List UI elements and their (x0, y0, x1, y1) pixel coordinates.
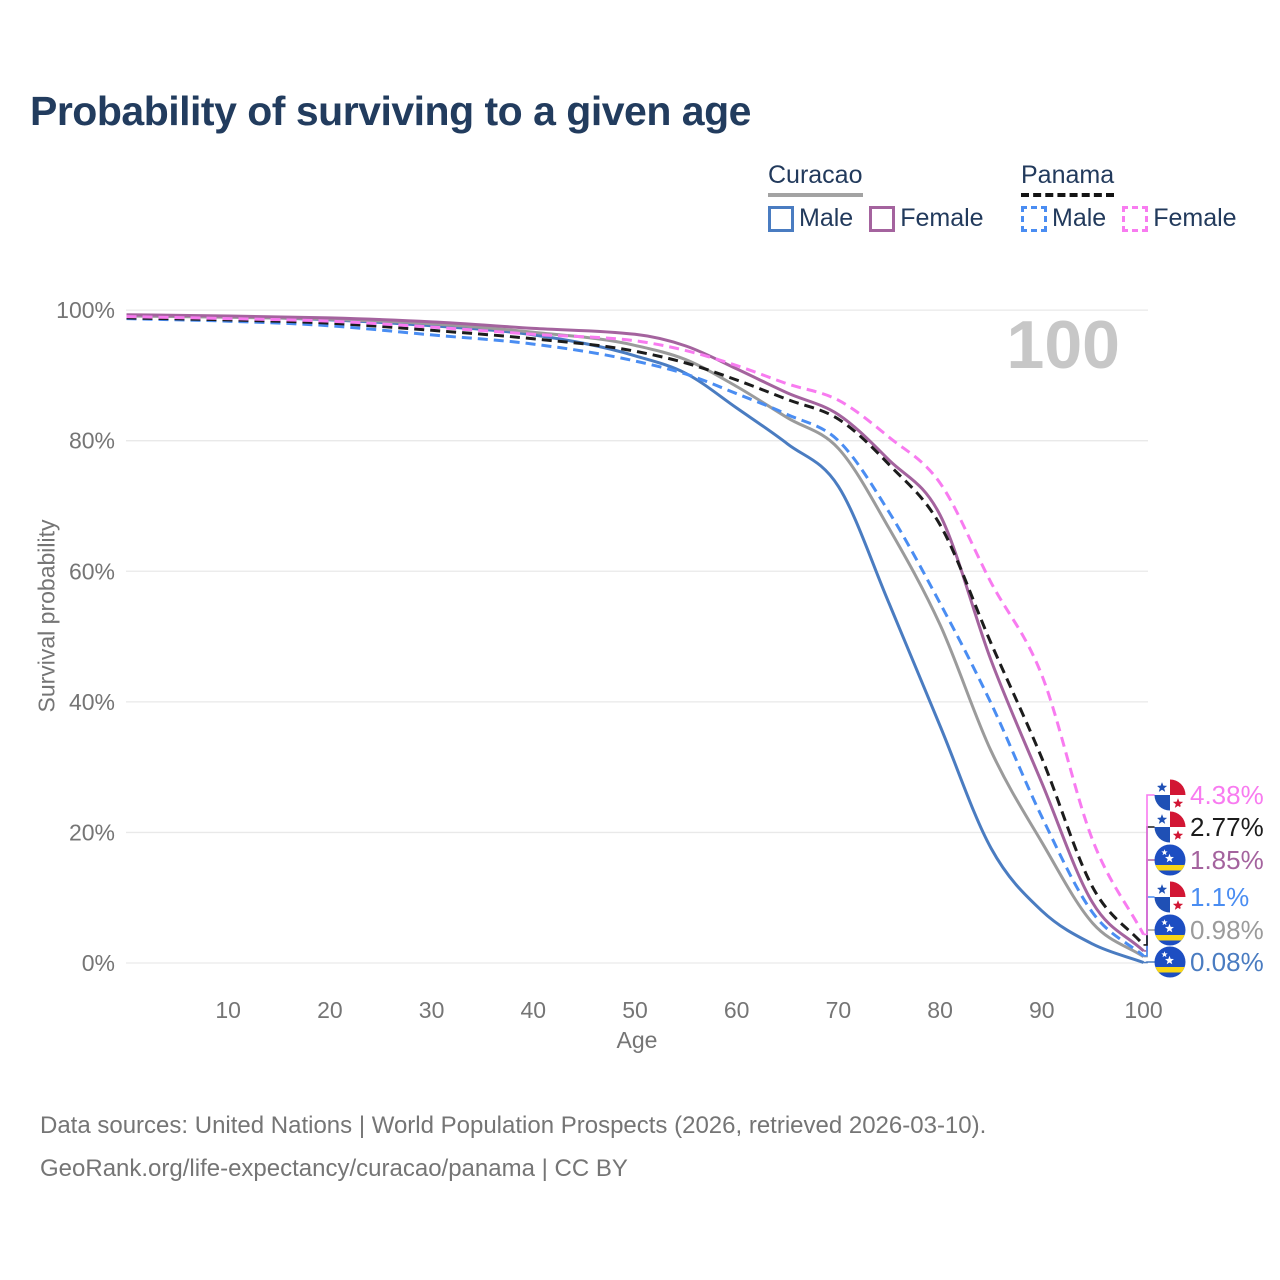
y-tick-label: 0% (82, 950, 115, 976)
x-tick-label: 20 (317, 997, 343, 1023)
y-tick-label: 40% (69, 689, 115, 715)
legend-title-curacao: Curacao (768, 161, 863, 197)
age-watermark: 100 (1007, 307, 1120, 383)
footer-attribution: GeoRank.org/life-expectancy/curacao/pana… (40, 1155, 628, 1182)
legend-label: Male (1052, 204, 1107, 232)
panama-male-swatch-icon (1021, 205, 1047, 232)
legend-item-panama-male[interactable]: Male (1021, 204, 1106, 233)
end-label-curacao-male: 0.08% (1190, 947, 1264, 977)
legend-label: Female (900, 204, 984, 232)
y-tick-label: 80% (69, 428, 115, 454)
y-tick-label: 100% (56, 297, 115, 323)
x-tick-label: 60 (724, 997, 750, 1023)
legend-group-curacao: Curacao Male Female (768, 161, 984, 233)
legend-title-panama: Panama (1021, 161, 1115, 197)
x-tick-label: 10 (215, 997, 241, 1023)
end-connector-curacao-male (1143, 961, 1156, 964)
end-connector-curacao-female (1143, 859, 1156, 952)
x-tick-label: 30 (419, 997, 445, 1023)
end-connector-panama-female (1143, 794, 1156, 936)
page-title: Probability of surviving to a given age (30, 88, 751, 134)
legend-item-panama-female[interactable]: Female (1122, 204, 1237, 233)
x-tick-label: 90 (1029, 997, 1055, 1023)
y-tick-label: 60% (69, 558, 115, 584)
curve-curacao-female[interactable] (126, 313, 1145, 952)
footer-data-sources: Data sources: United Nations | World Pop… (40, 1112, 987, 1139)
curve-panama-female[interactable] (126, 315, 1145, 936)
curve-panama-all[interactable] (126, 316, 1145, 946)
end-label-panama-all: 2.77% (1190, 812, 1264, 842)
end-connector-panama-all (1143, 826, 1156, 946)
curacao-flag-icon (1154, 844, 1186, 876)
legend-item-curacao-female[interactable]: Female (869, 204, 984, 233)
curve-curacao-all[interactable] (126, 314, 1145, 958)
curacao-flag-icon (1154, 914, 1186, 946)
panama-flag-icon (1154, 881, 1186, 913)
curacao-female-swatch-icon (869, 205, 896, 232)
end-label-panama-female: 4.38% (1190, 780, 1264, 810)
legend-label: Female (1153, 204, 1237, 232)
curacao-male-swatch-icon (768, 205, 794, 232)
x-tick-label: 50 (622, 997, 648, 1023)
x-tick-label: 40 (521, 997, 547, 1023)
x-tick-label: 70 (826, 997, 852, 1023)
x-axis-title: Age (617, 1027, 658, 1053)
legend-group-panama: Panama Male Female (1021, 161, 1237, 233)
y-tick-label: 20% (69, 819, 115, 845)
survival-probability-chart: 0% 20% 40% 60% 80% 100% 10 20 30 40 50 60 70 80 90 100 A… (56, 297, 1264, 1053)
x-tick-label: 100 (1124, 997, 1162, 1023)
end-connector-panama-male (1143, 896, 1156, 957)
panama-flag-icon (1154, 811, 1186, 843)
end-label-panama-male: 1.1% (1190, 882, 1249, 912)
curve-curacao-male[interactable] (126, 313, 1145, 964)
panama-female-swatch-icon (1122, 205, 1149, 232)
end-label-curacao-all: 0.98% (1190, 915, 1264, 945)
legend-item-curacao-male[interactable]: Male (768, 204, 853, 233)
curve-panama-male[interactable] (126, 317, 1145, 957)
end-label-curacao-female: 1.85% (1190, 845, 1264, 875)
panama-flag-icon (1154, 779, 1186, 811)
legend-label: Male (799, 204, 854, 232)
footer: Data sources: United Nations | World Pop… (40, 1104, 986, 1190)
x-tick-label: 80 (927, 997, 953, 1023)
curacao-flag-icon (1154, 946, 1186, 978)
